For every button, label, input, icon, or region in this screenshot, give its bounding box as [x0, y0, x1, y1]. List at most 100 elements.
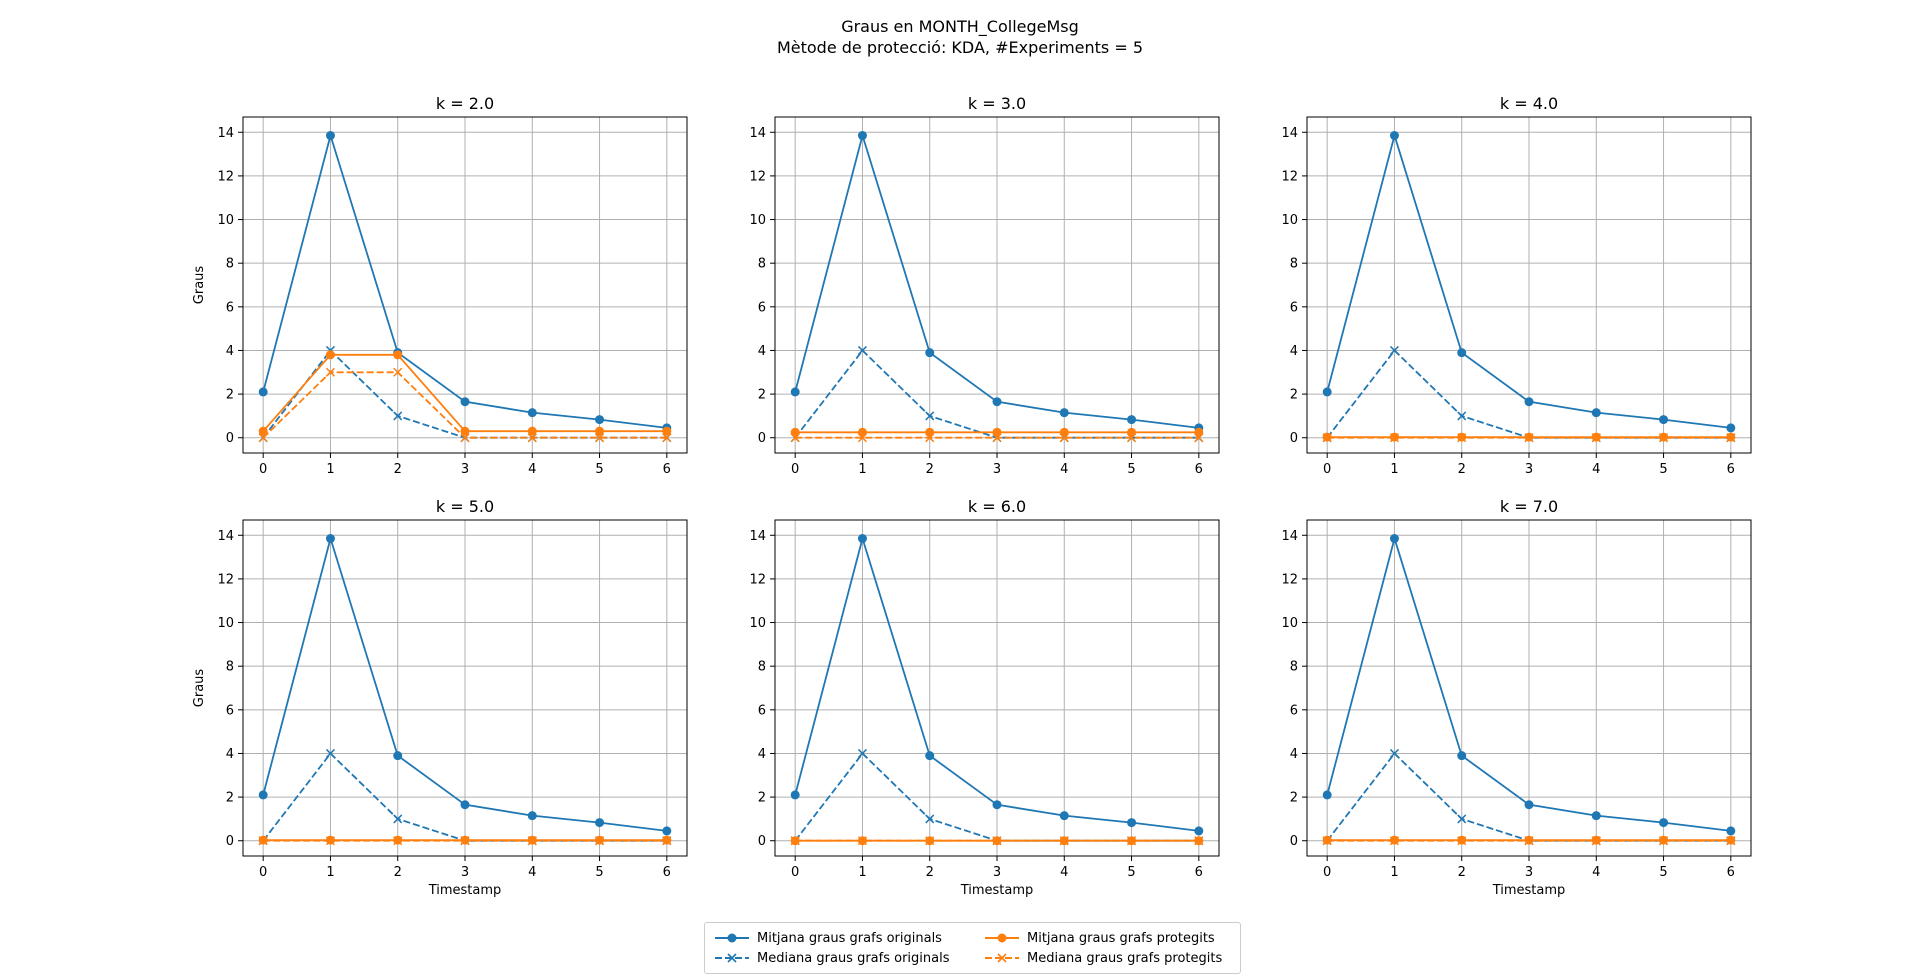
data-point: [258, 387, 268, 397]
data-point: [1591, 433, 1601, 443]
data-point: [1194, 826, 1204, 836]
y-tick-label: 4: [226, 344, 234, 359]
y-tick-label: 4: [226, 747, 234, 762]
data-point: [992, 397, 1002, 407]
x-axis-label: Timestamp: [960, 883, 1034, 898]
data-point: [790, 790, 800, 800]
x-tick-label: 0: [791, 462, 799, 477]
y-tick-label: 0: [1290, 431, 1298, 446]
data-point: [325, 131, 335, 141]
y-tick-label: 6: [1290, 300, 1298, 315]
data-point: [527, 408, 537, 418]
y-tick-label: 0: [758, 834, 766, 849]
data-point: [1524, 836, 1534, 846]
y-tick-label: 14: [749, 126, 766, 141]
data-point: [1591, 836, 1601, 846]
subplot-title: k = 7.0: [1500, 497, 1558, 516]
x-tick-label: 1: [1390, 865, 1398, 880]
data-point: [1322, 790, 1332, 800]
x-tick-label: 5: [595, 865, 603, 880]
data-point: [595, 836, 605, 846]
data-point: [925, 814, 935, 824]
data-point: [1524, 433, 1534, 443]
x-tick-label: 3: [993, 462, 1001, 477]
x-tick-label: 5: [1127, 865, 1135, 880]
x-tick-label: 2: [1458, 462, 1466, 477]
data-point: [393, 836, 403, 846]
y-tick-label: 14: [217, 529, 234, 544]
chart-legend: Mitjana graus grafs originals Mediana gr…: [704, 922, 1241, 974]
y-tick-label: 14: [1281, 126, 1298, 141]
data-point: [857, 131, 867, 141]
x-tick-label: 3: [1525, 462, 1533, 477]
data-point: [527, 433, 537, 443]
data-point: [1059, 811, 1069, 821]
data-point: [460, 426, 470, 436]
legend-swatch-mean-protegits: [985, 933, 1019, 943]
legend-label-median-protegits: Mediana graus grafs protegits: [1027, 950, 1223, 966]
data-point: [460, 433, 470, 443]
data-point: [1127, 836, 1137, 846]
data-point: [1457, 814, 1467, 824]
subplot-title: k = 3.0: [968, 94, 1026, 113]
y-axis-label: Graus: [192, 669, 207, 708]
y-tick-label: 12: [217, 169, 234, 184]
data-point: [325, 836, 335, 846]
y-tick-label: 2: [758, 388, 766, 403]
data-point: [1194, 433, 1204, 443]
x-tick-label: 2: [1458, 865, 1466, 880]
y-tick-label: 14: [217, 126, 234, 141]
y-tick-label: 10: [1281, 616, 1298, 631]
data-point: [1127, 433, 1137, 443]
y-axis-label: Graus: [192, 266, 207, 305]
data-point: [1659, 415, 1669, 425]
data-point: [393, 814, 403, 824]
data-point: [1524, 397, 1534, 407]
data-point: [1457, 836, 1467, 846]
x-tick-label: 1: [858, 865, 866, 880]
data-point: [527, 426, 537, 436]
x-tick-label: 6: [1727, 462, 1735, 477]
x-tick-label: 5: [1659, 865, 1667, 880]
y-tick-label: 2: [758, 791, 766, 806]
data-point: [992, 800, 1002, 810]
x-tick-label: 6: [1195, 462, 1203, 477]
x-tick-label: 0: [259, 865, 267, 880]
x-tick-label: 4: [1592, 462, 1600, 477]
data-point: [595, 818, 605, 828]
x-tick-label: 1: [326, 462, 334, 477]
y-tick-label: 4: [1290, 747, 1298, 762]
legend-label-mean-originals: Mitjana graus grafs originals: [757, 930, 942, 946]
data-point: [460, 397, 470, 407]
data-point: [1591, 408, 1601, 418]
data-point: [857, 748, 867, 758]
x-tick-label: 2: [394, 462, 402, 477]
data-point: [925, 411, 935, 421]
data-point: [1457, 751, 1467, 761]
x-tick-label: 2: [926, 865, 934, 880]
y-tick-label: 2: [226, 388, 234, 403]
data-point: [1059, 836, 1069, 846]
data-point: [1726, 433, 1736, 443]
data-point: [790, 433, 800, 443]
x-axis-label: Timestamp: [1492, 883, 1566, 898]
data-point: [662, 826, 672, 836]
x-tick-label: 6: [663, 865, 671, 880]
data-point: [662, 433, 672, 443]
y-tick-label: 6: [226, 300, 234, 315]
data-point: [1457, 411, 1467, 421]
data-point: [857, 836, 867, 846]
y-tick-label: 0: [226, 431, 234, 446]
data-point: [258, 426, 268, 436]
data-point: [460, 836, 470, 846]
x-tick-label: 1: [1390, 462, 1398, 477]
data-point: [460, 800, 470, 810]
data-point: [393, 350, 403, 360]
data-point: [1389, 433, 1399, 443]
data-point: [1389, 748, 1399, 758]
data-point: [1524, 800, 1534, 810]
